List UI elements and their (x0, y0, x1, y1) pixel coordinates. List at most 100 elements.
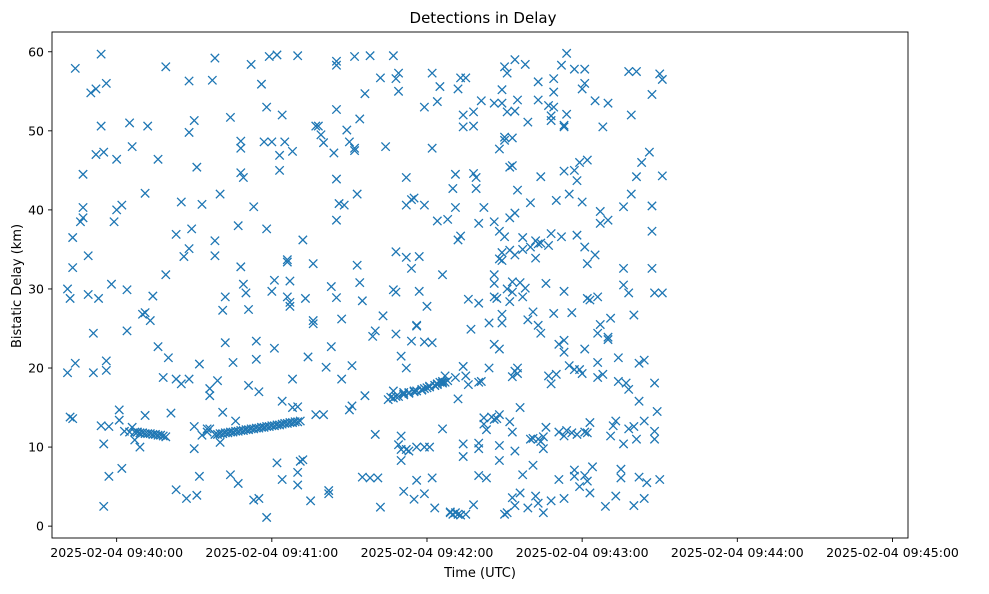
data-point (518, 232, 528, 243)
data-point (161, 270, 171, 280)
data-point (582, 476, 592, 486)
data-point (512, 95, 523, 105)
data-point (399, 390, 409, 400)
x-tick-label: 2025-02-04 09:41:00 (205, 545, 338, 560)
data-point (580, 427, 590, 437)
data-point (569, 465, 580, 475)
data-point (404, 388, 414, 398)
data-point (636, 157, 647, 168)
data-point (109, 217, 119, 227)
data-point (414, 286, 424, 296)
data-point (551, 369, 561, 380)
data-point (499, 232, 510, 242)
data-point (249, 202, 259, 212)
data-point (474, 443, 484, 454)
data-point (471, 172, 481, 183)
data-point (78, 202, 88, 213)
data-point (585, 417, 595, 428)
data-point (603, 332, 613, 342)
data-point (349, 51, 360, 62)
data-point (492, 293, 502, 304)
data-point (158, 431, 168, 441)
data-point (499, 62, 510, 72)
data-point (657, 74, 667, 85)
data-point (595, 319, 605, 330)
data-point (127, 141, 137, 152)
data-point (205, 383, 215, 394)
data-point (507, 427, 517, 437)
data-point (218, 407, 228, 417)
data-point (499, 509, 510, 519)
data-point (461, 73, 471, 83)
data-point (419, 102, 430, 112)
data-point (274, 150, 285, 160)
data-point (543, 100, 554, 111)
data-point (349, 145, 360, 156)
data-point (505, 417, 515, 427)
data-point (510, 106, 520, 116)
data-point (406, 194, 417, 205)
data-point (347, 401, 357, 411)
data-point (523, 503, 533, 513)
data-point (65, 412, 75, 422)
data-point (251, 336, 261, 346)
data-point (450, 508, 461, 518)
data-point (629, 421, 639, 432)
data-point (593, 357, 603, 368)
data-point (269, 275, 280, 285)
data-point (137, 309, 148, 319)
data-point (388, 393, 399, 403)
data-point (161, 62, 171, 72)
data-point (427, 338, 437, 348)
data-point (261, 224, 272, 234)
data-point (577, 368, 587, 379)
data-point (649, 378, 660, 388)
data-point (507, 372, 517, 382)
data-point (225, 112, 236, 123)
y-tick-label: 40 (28, 202, 44, 217)
data-point (409, 494, 419, 504)
data-point (197, 199, 207, 210)
data-point (629, 310, 639, 320)
data-point (396, 351, 406, 361)
data-point (549, 102, 559, 112)
data-point (342, 125, 352, 135)
data-point (546, 496, 556, 506)
data-point (285, 276, 295, 286)
data-point (474, 377, 484, 387)
data-point (104, 471, 114, 481)
data-point (502, 68, 512, 78)
data-point (647, 89, 657, 100)
data-point (101, 78, 111, 89)
x-tick-label: 2025-02-04 09:44:00 (671, 545, 804, 560)
data-point (282, 257, 292, 267)
data-point (489, 217, 499, 227)
data-point (533, 77, 543, 87)
data-point (494, 254, 505, 264)
data-point (458, 110, 468, 120)
data-point (582, 155, 592, 165)
data-point (603, 98, 613, 108)
data-point (593, 372, 603, 383)
data-point (236, 168, 246, 178)
data-point (197, 430, 207, 440)
data-point (492, 413, 502, 424)
data-point (331, 60, 342, 70)
data-point (463, 294, 474, 304)
data-point (554, 339, 564, 349)
data-point (435, 81, 445, 92)
data-point (370, 326, 380, 336)
data-point (184, 374, 194, 384)
data-point (624, 66, 634, 77)
data-point (618, 439, 629, 449)
data-point (267, 286, 277, 296)
data-point (564, 189, 574, 199)
data-point (277, 110, 287, 120)
data-point (393, 68, 404, 78)
data-point (114, 415, 124, 425)
data-point (233, 221, 243, 231)
data-point (246, 59, 256, 70)
data-point (295, 456, 305, 466)
data-point (344, 405, 355, 415)
data-point (567, 308, 577, 318)
